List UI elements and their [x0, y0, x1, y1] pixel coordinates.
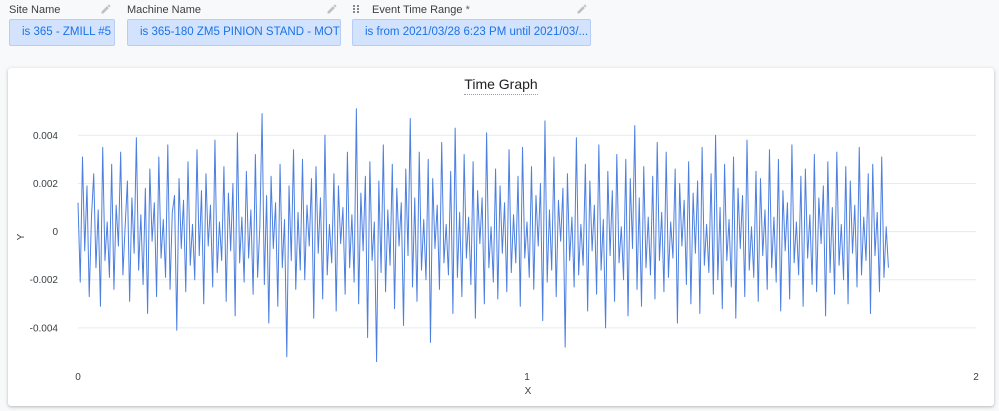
- time-filter-label-text: Event Time Range: [372, 4, 463, 16]
- y-axis-title: Y: [16, 233, 27, 240]
- time-filter: Event Time Range * is from 2021/03/28 6:…: [352, 0, 592, 46]
- pencil-icon[interactable]: [576, 3, 588, 15]
- time-filter-label: Event Time Range *: [372, 4, 470, 16]
- time-filter-chip[interactable]: is from 2021/03/28 6:23 PM until 2021/03…: [352, 19, 591, 46]
- y-tick-label: -0.002: [30, 275, 59, 286]
- site-filter-header: Site Name: [0, 0, 116, 20]
- drag-handle-icon[interactable]: [352, 4, 360, 14]
- series-line: [77, 108, 889, 363]
- x-tick-label: 2: [973, 372, 979, 383]
- site-filter-chip[interactable]: is 365 - ZMILL #5: [9, 19, 115, 46]
- pencil-icon[interactable]: [326, 3, 338, 15]
- pencil-icon[interactable]: [100, 3, 112, 15]
- y-tick-label: 0: [52, 227, 58, 238]
- y-tick-labels: 0.004 0.002 0 -0.002 -0.004: [30, 131, 59, 335]
- required-mark: *: [465, 4, 470, 16]
- chart-title: Time Graph: [8, 76, 994, 95]
- machine-filter-header: Machine Name: [118, 0, 343, 20]
- time-filter-header: Event Time Range *: [352, 0, 592, 20]
- machine-filter: Machine Name is 365-180 ZM5 PINION STAND…: [118, 0, 343, 46]
- y-tick-label: -0.004: [30, 323, 59, 334]
- y-tick-label: 0.002: [33, 179, 58, 190]
- x-tick-label: 0: [75, 372, 81, 383]
- x-tick-label: 1: [524, 372, 530, 383]
- time-graph-chart: 0.004 0.002 0 -0.002 -0.004 0 1 2 X Y: [16, 108, 979, 397]
- series-layer: [77, 108, 889, 363]
- machine-filter-label: Machine Name: [127, 4, 201, 16]
- y-tick-label: 0.004: [33, 131, 58, 142]
- time-graph-card: Time Graph 0.004 0.002 0 -0.002 -0.004 0 1 2 X…: [8, 68, 994, 406]
- site-filter-label: Site Name: [9, 4, 61, 16]
- filter-bar: Site Name is 365 - ZMILL #5 Machine Name…: [0, 0, 999, 60]
- x-axis-title: X: [525, 386, 532, 397]
- chart-title-text: Time Graph: [464, 76, 538, 95]
- x-tick-labels: 0 1 2: [75, 372, 979, 383]
- machine-filter-chip[interactable]: is 365-180 ZM5 PINION STAND - MOTOR: [127, 19, 341, 46]
- site-filter: Site Name is 365 - ZMILL #5: [0, 0, 116, 46]
